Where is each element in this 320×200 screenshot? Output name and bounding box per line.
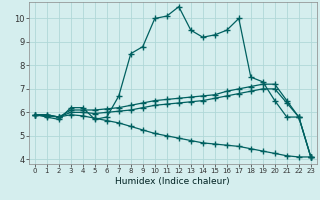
X-axis label: Humidex (Indice chaleur): Humidex (Indice chaleur): [116, 177, 230, 186]
